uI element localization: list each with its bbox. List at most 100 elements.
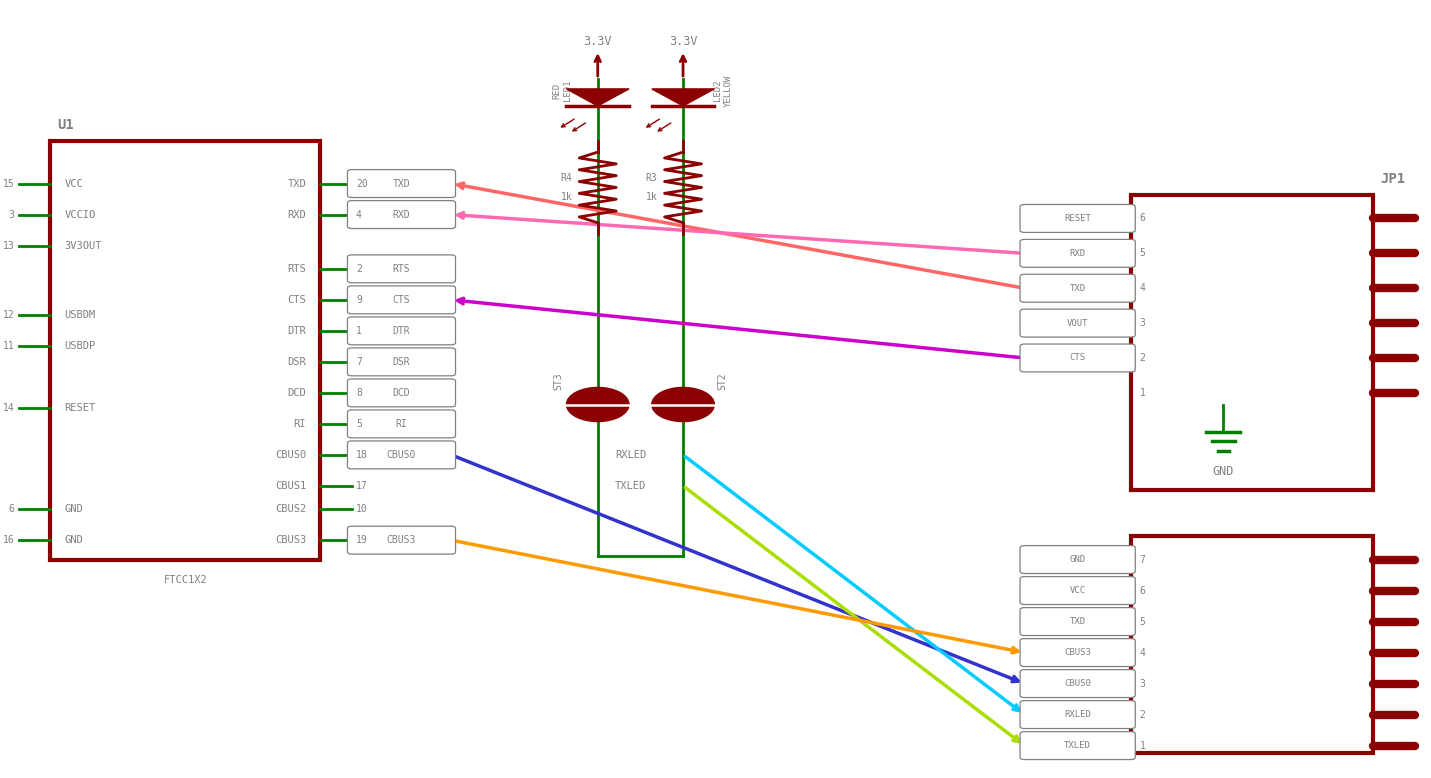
Bar	[50, 141, 321, 559]
FancyBboxPatch shape	[1020, 701, 1135, 728]
Text: DTR: DTR	[392, 326, 411, 336]
Text: TXLED: TXLED	[1065, 741, 1090, 750]
Text: 17: 17	[356, 481, 368, 491]
Text: 5: 5	[356, 419, 362, 429]
Text: 5: 5	[1139, 617, 1145, 626]
FancyBboxPatch shape	[1020, 731, 1135, 759]
Text: 10: 10	[356, 504, 368, 514]
Text: 4: 4	[1139, 647, 1145, 657]
FancyBboxPatch shape	[1020, 275, 1135, 302]
Text: VOUT: VOUT	[1068, 319, 1089, 328]
Text: CBUS2: CBUS2	[275, 504, 306, 514]
Text: CBUS0: CBUS0	[1065, 679, 1090, 688]
Circle shape	[651, 387, 714, 422]
FancyBboxPatch shape	[348, 348, 455, 376]
Text: ST3: ST3	[552, 373, 562, 390]
Text: 18: 18	[356, 450, 368, 460]
Text: 2: 2	[1139, 353, 1145, 363]
FancyBboxPatch shape	[348, 170, 455, 198]
Text: TXD: TXD	[1069, 617, 1086, 626]
Text: 6: 6	[9, 504, 14, 514]
Text: CTS: CTS	[1069, 353, 1086, 363]
FancyBboxPatch shape	[1020, 344, 1135, 372]
Text: 14: 14	[3, 403, 14, 413]
Text: RI: RI	[293, 419, 306, 429]
Text: CTS: CTS	[288, 295, 306, 305]
Text: DSR: DSR	[392, 357, 411, 367]
FancyBboxPatch shape	[348, 286, 455, 314]
Text: 20: 20	[356, 179, 368, 188]
Text: TXD: TXD	[288, 179, 306, 188]
Text: 8: 8	[356, 388, 362, 398]
Text: 12: 12	[3, 310, 14, 321]
Circle shape	[567, 387, 630, 422]
Text: RXLED: RXLED	[615, 450, 645, 460]
Text: CTS: CTS	[392, 295, 411, 305]
Polygon shape	[651, 89, 714, 106]
Text: U1: U1	[57, 117, 74, 131]
Text: 1k: 1k	[561, 191, 572, 202]
FancyBboxPatch shape	[1020, 205, 1135, 233]
Text: 3: 3	[9, 209, 14, 219]
FancyBboxPatch shape	[348, 379, 455, 407]
Text: RXD: RXD	[392, 209, 411, 219]
Text: RESET: RESET	[1065, 214, 1090, 223]
Text: 15: 15	[3, 179, 14, 188]
Text: CBUS3: CBUS3	[386, 535, 416, 545]
FancyBboxPatch shape	[1020, 608, 1135, 636]
Text: R4: R4	[561, 173, 572, 183]
Text: RTS: RTS	[392, 264, 411, 274]
Text: VCC: VCC	[1069, 586, 1086, 595]
Text: RXLED: RXLED	[1065, 710, 1090, 719]
Text: 7: 7	[1139, 555, 1145, 565]
Text: DCD: DCD	[392, 388, 411, 398]
Polygon shape	[567, 89, 630, 106]
Text: CBUS0: CBUS0	[275, 450, 306, 460]
Text: 3.3V: 3.3V	[668, 35, 697, 48]
Text: VCC: VCC	[64, 179, 83, 188]
Text: RESET: RESET	[64, 403, 96, 413]
Text: RXD: RXD	[1069, 249, 1086, 258]
Text: CBUS3: CBUS3	[1065, 648, 1090, 657]
Text: RTS: RTS	[288, 264, 306, 274]
Text: RI: RI	[395, 419, 408, 429]
Text: LED2
YELLOW: LED2 YELLOW	[713, 75, 733, 107]
Text: JP1: JP1	[1379, 172, 1405, 186]
Text: GND: GND	[64, 535, 83, 545]
Text: 16: 16	[3, 535, 14, 545]
Text: ST2: ST2	[718, 373, 728, 390]
Text: GND: GND	[1212, 465, 1234, 478]
Text: 3V3OUT: 3V3OUT	[64, 240, 102, 251]
Text: VCCIO: VCCIO	[64, 209, 96, 219]
FancyBboxPatch shape	[348, 201, 455, 229]
FancyBboxPatch shape	[1020, 545, 1135, 573]
Text: GND: GND	[64, 504, 83, 514]
Bar	[1130, 195, 1372, 490]
Text: 6: 6	[1139, 213, 1145, 223]
Text: CBUS1: CBUS1	[275, 481, 306, 491]
FancyBboxPatch shape	[348, 410, 455, 438]
Text: RED
LED1: RED LED1	[552, 80, 572, 101]
Text: GND: GND	[1069, 555, 1086, 564]
Text: DCD: DCD	[288, 388, 306, 398]
Text: TXD: TXD	[1069, 284, 1086, 293]
Text: 11: 11	[3, 342, 14, 352]
Text: TXD: TXD	[392, 179, 411, 188]
Text: 1: 1	[356, 326, 362, 336]
Text: DTR: DTR	[288, 326, 306, 336]
Text: 4: 4	[1139, 283, 1145, 293]
FancyBboxPatch shape	[1020, 639, 1135, 667]
Text: 1: 1	[1139, 741, 1145, 751]
Text: USBDP: USBDP	[64, 342, 96, 352]
Text: R3: R3	[645, 173, 657, 183]
Text: 1: 1	[1139, 388, 1145, 398]
Text: 5: 5	[1139, 248, 1145, 258]
Text: 19: 19	[356, 535, 368, 545]
Text: CBUS0: CBUS0	[386, 450, 416, 460]
Text: 1k: 1k	[645, 191, 657, 202]
Text: CBUS3: CBUS3	[275, 535, 306, 545]
Text: 3: 3	[1139, 318, 1145, 328]
Text: 2: 2	[1139, 710, 1145, 720]
FancyBboxPatch shape	[1020, 309, 1135, 337]
Text: 9: 9	[356, 295, 362, 305]
